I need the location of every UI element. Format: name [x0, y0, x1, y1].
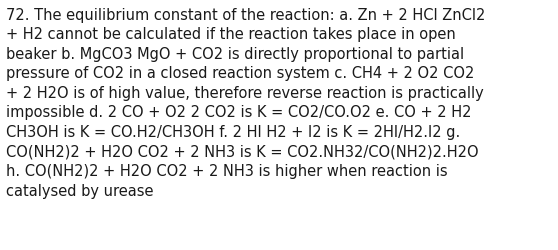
Text: 72. The equilibrium constant of the reaction: a. Zn + 2 HCl ZnCl2
+ H2 cannot be: 72. The equilibrium constant of the reac… [6, 8, 485, 198]
